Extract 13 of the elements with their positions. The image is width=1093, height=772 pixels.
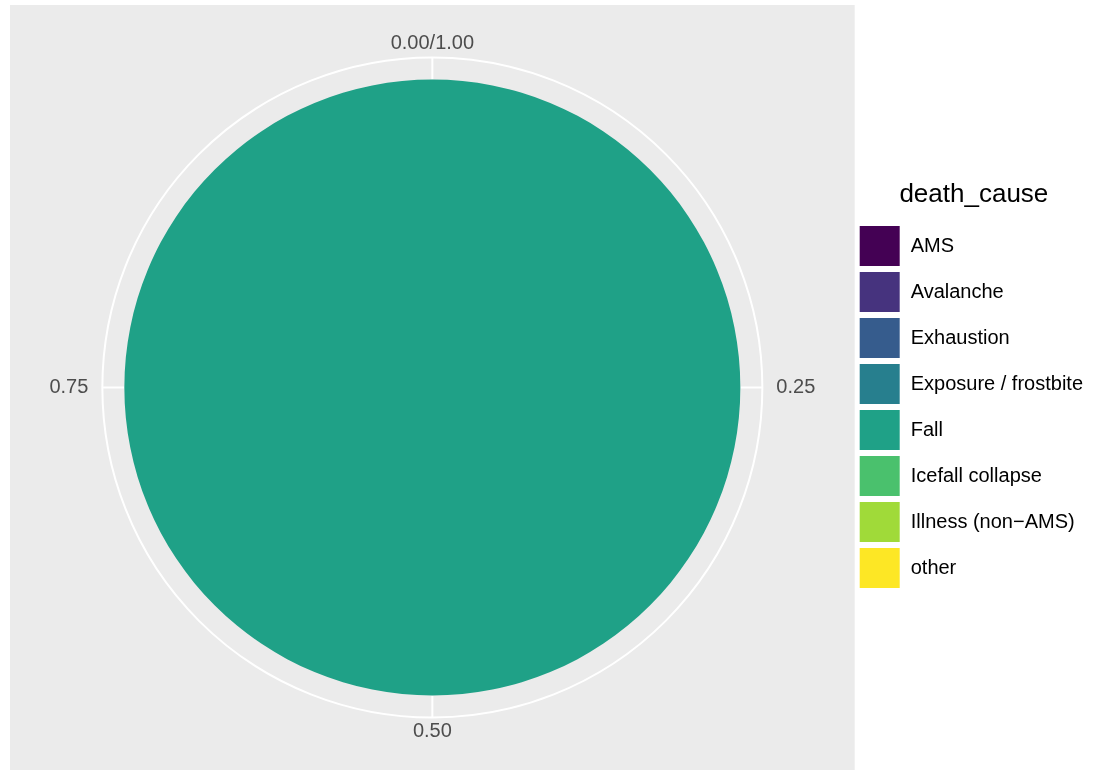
legend-label: AMS bbox=[910, 233, 955, 256]
legend-label: Fall bbox=[910, 417, 943, 440]
text: 0.75 bbox=[49, 375, 89, 398]
legend-title: death_cause bbox=[899, 178, 1049, 209]
legend-label: other bbox=[910, 555, 957, 578]
text: 0.50 bbox=[412, 719, 452, 742]
text: 0.00/1.00 bbox=[390, 31, 475, 54]
text: 0.25 bbox=[776, 375, 816, 398]
legend-label: Exhaustion bbox=[910, 325, 1010, 348]
legend-label: Avalanche bbox=[910, 279, 1004, 302]
legend-label: Icefall collapse bbox=[910, 463, 1042, 486]
legend-label: Exposure / frostbite bbox=[910, 371, 1084, 394]
legend-label: Illness (non−AMS) bbox=[910, 509, 1075, 532]
